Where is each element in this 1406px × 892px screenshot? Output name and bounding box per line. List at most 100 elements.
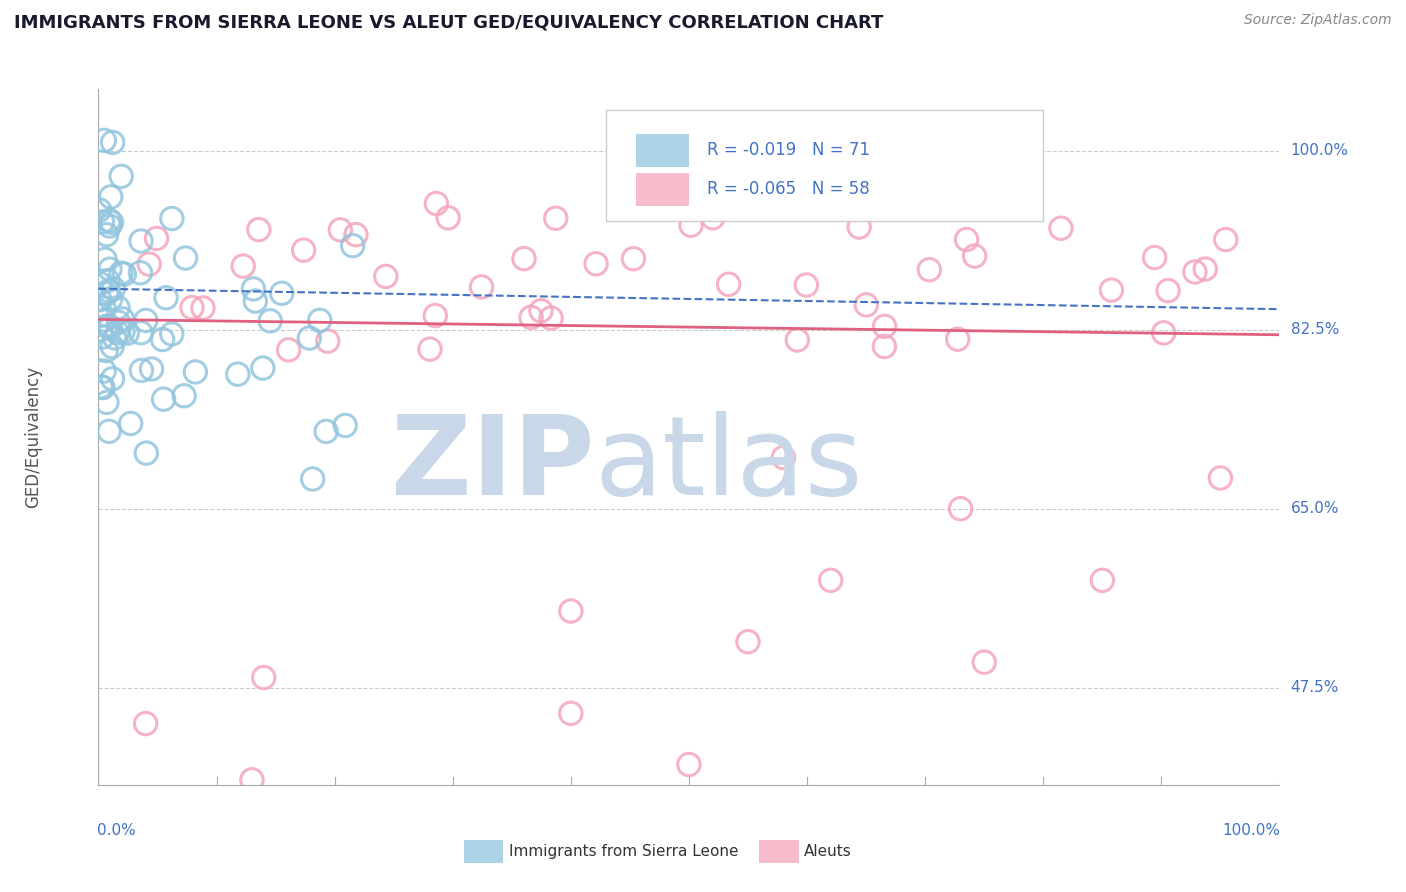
Point — [100, 190, 122, 204]
Text: ZIP: ZIP — [391, 411, 595, 518]
Point — [152, 333, 174, 347]
Text: Immigrants from Sierra Leone: Immigrants from Sierra Leone — [509, 845, 738, 859]
Point — [963, 249, 986, 263]
Point — [96, 227, 118, 242]
Point — [329, 223, 352, 237]
Point — [129, 266, 152, 280]
Text: IMMIGRANTS FROM SIERRA LEONE VS ALEUT GED/EQUIVALENCY CORRELATION CHART: IMMIGRANTS FROM SIERRA LEONE VS ALEUT GE… — [14, 13, 883, 31]
Point — [141, 362, 163, 376]
FancyBboxPatch shape — [636, 173, 689, 206]
Point — [101, 372, 124, 386]
Point — [112, 267, 135, 281]
Point — [470, 280, 492, 294]
Point — [93, 301, 115, 315]
Text: 0.0%: 0.0% — [97, 823, 136, 838]
Point — [342, 238, 364, 252]
Point — [91, 330, 114, 344]
Point — [145, 231, 167, 245]
Point — [97, 274, 120, 288]
Point — [98, 319, 121, 334]
Point — [131, 363, 153, 377]
Point — [737, 634, 759, 648]
Point — [129, 234, 152, 248]
FancyBboxPatch shape — [636, 134, 689, 167]
Point — [717, 277, 740, 292]
Point — [105, 326, 128, 340]
Text: 100.0%: 100.0% — [1223, 823, 1281, 838]
Point — [93, 364, 115, 378]
Point — [98, 425, 121, 439]
Point — [101, 136, 124, 150]
Point — [425, 196, 447, 211]
Point — [259, 314, 281, 328]
Point — [1157, 284, 1180, 298]
Text: 82.5%: 82.5% — [1291, 322, 1339, 337]
Point — [96, 287, 118, 301]
Point — [155, 291, 177, 305]
Point — [425, 309, 447, 323]
Point — [820, 574, 842, 588]
Point — [298, 331, 321, 345]
Point — [955, 232, 977, 246]
Point — [247, 222, 270, 236]
Point — [135, 446, 157, 460]
FancyBboxPatch shape — [606, 110, 1043, 221]
Point — [973, 655, 995, 669]
Point — [623, 252, 645, 266]
Point — [1194, 262, 1216, 277]
Point — [316, 334, 339, 348]
Point — [98, 213, 121, 227]
Point — [94, 252, 117, 267]
Point — [560, 706, 582, 721]
Point — [242, 282, 264, 296]
Point — [437, 211, 460, 225]
Point — [120, 417, 142, 431]
Point — [374, 269, 396, 284]
Point — [93, 133, 115, 147]
Point — [96, 395, 118, 409]
Point — [181, 301, 204, 315]
Point — [191, 301, 214, 315]
Point — [292, 243, 315, 257]
Point — [160, 211, 183, 226]
Point — [184, 365, 207, 379]
Point — [91, 381, 114, 395]
Point — [918, 262, 941, 277]
Point — [544, 211, 567, 226]
Text: R = -0.019   N = 71: R = -0.019 N = 71 — [707, 141, 870, 159]
Point — [585, 257, 607, 271]
Point — [1143, 251, 1166, 265]
Point — [160, 326, 183, 341]
Point — [1091, 574, 1114, 588]
Point — [344, 227, 367, 242]
Point — [786, 333, 808, 347]
Point — [110, 266, 132, 280]
Point — [277, 343, 299, 357]
Point — [173, 389, 195, 403]
Point — [107, 301, 129, 315]
Point — [117, 326, 139, 341]
Text: 65.0%: 65.0% — [1291, 501, 1339, 516]
Point — [270, 286, 292, 301]
Point — [110, 169, 132, 184]
Point — [93, 313, 115, 327]
Point — [174, 251, 197, 265]
Point — [419, 342, 441, 356]
Point — [100, 215, 122, 229]
Point — [111, 312, 134, 326]
Point — [848, 219, 870, 234]
Point — [90, 380, 112, 394]
Point — [308, 313, 330, 327]
Point — [513, 252, 536, 266]
Point — [1099, 283, 1122, 297]
Point — [335, 418, 357, 433]
Point — [100, 292, 122, 306]
Point — [946, 332, 969, 346]
Point — [129, 326, 152, 340]
Point — [98, 262, 121, 277]
Text: R = -0.065   N = 58: R = -0.065 N = 58 — [707, 179, 869, 198]
Point — [101, 339, 124, 353]
Point — [91, 215, 114, 229]
Point — [772, 450, 794, 465]
Point — [1209, 471, 1232, 485]
